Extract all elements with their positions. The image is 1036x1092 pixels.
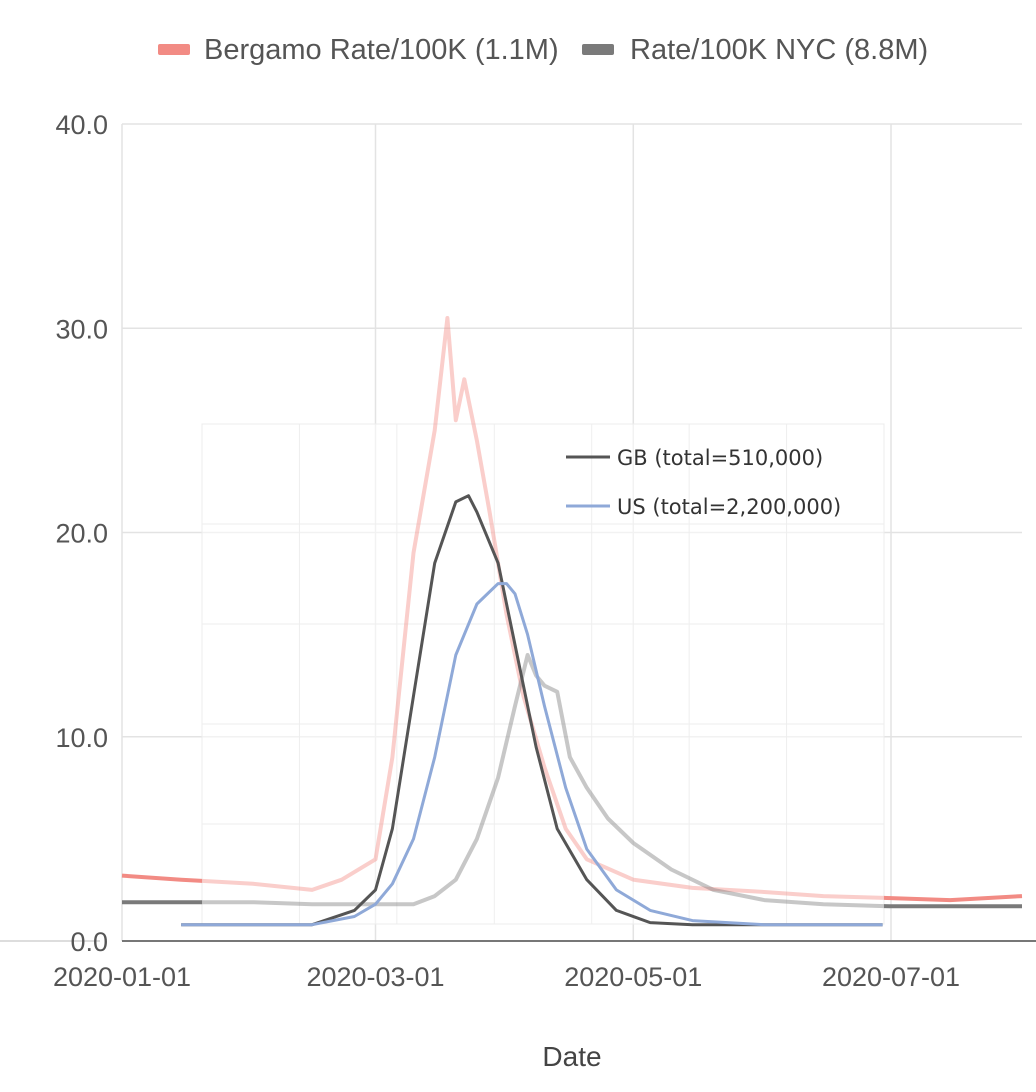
inset-series-group: [181, 494, 883, 927]
axes: 0.0 10.0 20.0 30.0 40.0 2020-01-01 2020-03-01 2…: [0, 110, 1036, 1072]
main-series-group: [121, 316, 1023, 909]
x-tick-label-3: 2020-07-01: [822, 962, 960, 992]
inset-legend-label-us: US (total=2,200,000): [617, 495, 841, 519]
series-line-nyc-faded: [202, 653, 884, 909]
y-tick-label-4: 40.0: [55, 110, 108, 140]
x-tick-label-2: 2020-05-01: [564, 962, 702, 992]
legend-swatch-bergamo: [158, 44, 190, 55]
inset-series-line-us: [181, 582, 883, 927]
inset-series-line-gb: [181, 494, 883, 927]
legend: Bergamo Rate/100K (1.1M) Rate/100K NYC (8…: [158, 34, 928, 66]
inset-frame: [201, 423, 885, 925]
x-axis-title: Date: [542, 1041, 601, 1072]
series-line-bergamo-faded: [202, 316, 884, 900]
x-tick-label-0: 2020-01-01: [53, 962, 191, 992]
legend-label-bergamo: Bergamo Rate/100K (1.1M): [204, 34, 559, 66]
x-tick-label-1: 2020-03-01: [306, 962, 444, 992]
legend-label-nyc: Rate/100K NYC (8.8M): [630, 34, 928, 66]
inset-legend-label-gb: GB (total=510,000): [617, 446, 823, 470]
inset-panel: [201, 423, 885, 925]
y-tick-label-1: 10.0: [55, 723, 108, 753]
y-tick-label-0: 0.0: [70, 927, 108, 957]
inset-legend: GB (total=510,000) US (total=2,200,000): [566, 446, 841, 519]
y-tick-label-3: 30.0: [55, 314, 108, 344]
legend-swatch-nyc: [582, 44, 614, 55]
y-tick-label-2: 20.0: [55, 519, 108, 549]
